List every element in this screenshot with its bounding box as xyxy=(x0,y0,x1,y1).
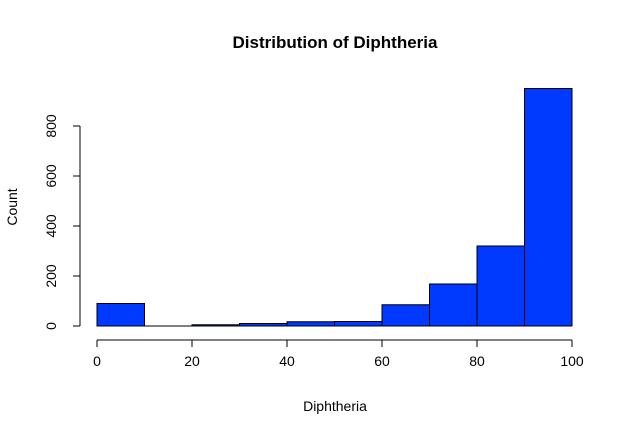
x-tick-label-1: 20 xyxy=(184,353,200,369)
x-axis-label: Diphtheria xyxy=(303,398,367,414)
histogram-bar-4 xyxy=(286,321,335,327)
histogram-bar-6 xyxy=(381,304,430,327)
x-tick-label-0: 0 xyxy=(93,353,101,369)
x-tick-label-5: 100 xyxy=(560,353,584,369)
histogram-bar-9 xyxy=(524,88,573,327)
x-tick-label-2: 40 xyxy=(279,353,295,369)
y-tick-label-2: 400 xyxy=(43,214,59,238)
y-tick-label-4: 800 xyxy=(43,114,59,138)
chart-title: Distribution of Diphtheria xyxy=(233,33,438,52)
y-tick-label-3: 600 xyxy=(43,164,59,188)
y-tick-label-0: 0 xyxy=(43,322,59,330)
histogram-bar-3 xyxy=(239,323,288,327)
y-tick-label-1: 200 xyxy=(43,264,59,288)
x-tick-label-4: 80 xyxy=(469,353,485,369)
y-axis: 0 200 400 600 800 xyxy=(43,114,81,330)
histogram-bar-5 xyxy=(334,321,383,327)
histogram-bar-8 xyxy=(476,245,525,327)
histogram-bar-7 xyxy=(429,283,478,327)
bars-group xyxy=(96,88,573,327)
histogram-bar-2 xyxy=(191,324,240,327)
histogram-bar-0 xyxy=(96,303,145,327)
y-axis-label: Count xyxy=(4,188,20,225)
x-tick-label-3: 60 xyxy=(374,353,390,369)
x-axis: 0 20 40 60 80 100 xyxy=(93,339,584,369)
